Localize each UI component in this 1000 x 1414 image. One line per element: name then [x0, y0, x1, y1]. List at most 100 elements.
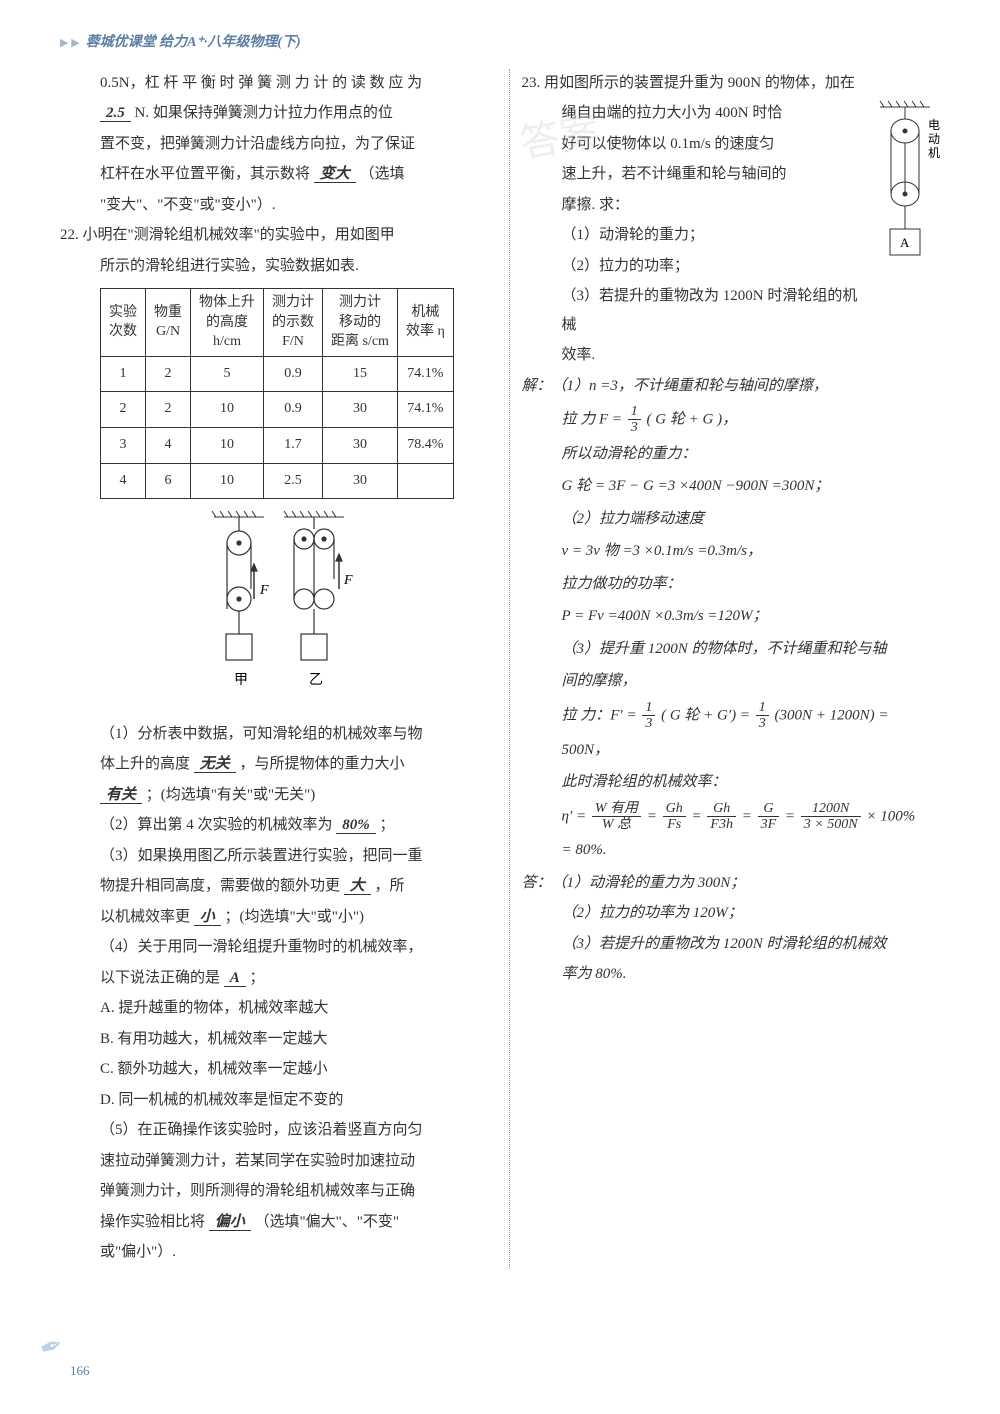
q22-p5-1: （5）在正确操作该实验时，应该沿着竖直方向匀 [100, 1116, 489, 1145]
ans-1: 答：（1）动滑轮的重力为 300N； [522, 869, 951, 898]
q21-block: 0.5N，杠 杆 平 衡 时 弹 簧 测 力 计 的 读 数 应 为 2.5 N… [60, 69, 489, 220]
q21-blank1: 2.5 [100, 105, 131, 122]
table-cell: 30 [323, 392, 398, 428]
table-row: 46102.530 [101, 463, 454, 499]
q22-b3: 80% [336, 817, 376, 834]
q22-b7: 偏小 [209, 1214, 251, 1231]
sol-s6: v = 3v 物 =3 ×0.1m/s =0.3m/s， [522, 537, 951, 566]
table-cell: 2 [146, 392, 191, 428]
q22-b2: 有关 [100, 787, 142, 804]
q22-b1: 无关 [194, 756, 236, 773]
q22-p4a: （4）关于用同一滑轮组提升重物时的机械效率， [100, 933, 489, 962]
label-yi: 乙 [309, 672, 323, 688]
fbd: Fs [663, 817, 686, 832]
sol-s13: η′ = W 有用W 总 = GhFs = GhF3h = G3F = 1200… [522, 801, 951, 833]
q22-block: 22. 小明在"测滑轮组机械效率"的实验中，用如图甲 所示的滑轮组进行实验，实验… [60, 221, 489, 1267]
s13p: × 100% [866, 808, 915, 824]
ans-3b: 率为 80%. [522, 960, 951, 989]
sol-s3: 所以动滑轮的重力： [522, 440, 951, 469]
sol-s9: （3）提升重 1200N 的物体时，不计绳重和轮与轴 [522, 635, 951, 664]
table-cell: 6 [146, 463, 191, 499]
header-title: 蓉城优课堂 给力A⁺·八年级物理(下) [86, 30, 301, 57]
table-cell: 5 [191, 356, 264, 392]
p2p: ； [380, 817, 395, 833]
ans-label: 答： [522, 875, 552, 891]
label-jia: 甲 [234, 673, 248, 688]
table-cell: 2.5 [264, 463, 323, 499]
table-cell: 10 [191, 463, 264, 499]
label-A: A [900, 235, 910, 250]
label-motor3: 机 [928, 146, 940, 160]
optA: A. 提升越重的物体，机械效率越大 [100, 994, 489, 1023]
fed: 3 × 500N [801, 817, 861, 832]
q22-i1: 小明在"测滑轮组机械效率"的实验中，用如图甲 [83, 227, 395, 243]
ans-2: （2）拉力的功率为 120W； [522, 899, 951, 928]
table-cell: 4 [101, 463, 146, 499]
q22-p1c: 有关 ；(均选填"有关"或"无关") [100, 781, 489, 810]
table-cell: 1 [101, 356, 146, 392]
fdd: 3F [758, 817, 780, 832]
page-number: 166 [70, 1359, 90, 1384]
fad: W 总 [592, 817, 641, 832]
a1: （1）动滑轮的重力为 300N； [552, 875, 746, 891]
eq1: = [647, 808, 657, 824]
eq2: = [692, 808, 702, 824]
f3n: 1 [756, 700, 769, 716]
label-motor: 电 [928, 118, 940, 132]
table-cell: 74.1% [397, 392, 453, 428]
fen: 1200N [801, 801, 861, 817]
q23-s3: （3）若提升的重物改为 1200N 时滑轮组的机械 [522, 282, 951, 339]
sol-s11: 500N， [522, 736, 951, 765]
q22-p3b: 物提升相同高度，需要做的额外功更 大 ，所 [100, 872, 489, 901]
fr-e: 1200N3 × 500N [801, 801, 861, 833]
p54pre: 操作实验相比将 [100, 1214, 205, 1230]
q21-line4: "变大"、"不变"或"变小"）. [100, 191, 489, 220]
q21-line2: 置不变，把弹簧测力计沿虚线方向拉，为了保证 [100, 130, 489, 159]
label-motor2: 动 [928, 132, 940, 146]
optC: C. 额外功越大，机械效率一定越小 [100, 1055, 489, 1084]
q22-b4: 大 [344, 878, 371, 895]
q22-b6: A [224, 970, 246, 987]
q22-p5-3: 弹簧测力计，则所测得的滑轮组机械效率与正确 [100, 1177, 489, 1206]
q22-p5-4: 操作实验相比将 偏小 （选填"偏大"、"不变" [100, 1208, 489, 1237]
q22-intro: 22. 小明在"测滑轮组机械效率"的实验中，用如图甲 [60, 221, 489, 250]
ans-3: （3）若提升的重物改为 1200N 时滑轮组的机械效 [522, 930, 951, 959]
f1d: 3 [628, 420, 641, 435]
fdn: G [758, 801, 780, 817]
th-2: 物体上升 的高度 h/cm [191, 289, 264, 357]
f2n: 1 [642, 700, 655, 716]
table-cell: 78.4% [397, 428, 453, 464]
q23-num: 23. [522, 75, 541, 91]
q22-p1b: 体上升的高度 无关 ，与所提物体的重力大小 [100, 750, 489, 779]
fr-d: G3F [758, 801, 780, 833]
th-0: 实验 次数 [101, 289, 146, 357]
solution-block: 解：（1）n =3，不计绳重和轮与轴间的摩擦， 拉 力 F = 13 ( G 轮… [522, 372, 951, 989]
q22-num: 22. [60, 227, 79, 243]
sol-label: 解： [522, 378, 552, 394]
pulley-svg: F 甲 [184, 509, 364, 699]
fr-b: GhFs [663, 801, 686, 833]
th-3: 测力计 的示数 F/N [264, 289, 323, 357]
eq4: = [785, 808, 795, 824]
p1m2: ，与所提物体的重力大小 [240, 756, 405, 772]
q22-p3a: （3）如果换用图乙所示装置进行实验，把同一重 [100, 842, 489, 871]
fcd: F3h [707, 817, 736, 832]
data-table: 实验 次数 物重 G/N 物体上升 的高度 h/cm 测力计 的示数 F/N 测… [100, 288, 454, 499]
q22-i2: 所示的滑轮组进行实验，实验数据如表. [60, 252, 489, 281]
pulley-diagram: F 甲 [60, 509, 489, 710]
q22-p4b: 以下说法正确的是 A ； [100, 964, 489, 993]
q22-p5-2: 速拉动弹簧测力计，若某同学在实验时加速拉动 [100, 1147, 489, 1176]
header-arrow: ▶ ▶ [60, 33, 80, 54]
q22-subs: （1）分析表中数据，可知滑轮组的机械效率与物 体上升的高度 无关 ，与所提物体的… [60, 720, 489, 1267]
p3m: 物提升相同高度，需要做的额外功更 [100, 878, 340, 894]
p3p: ；(均选填"大"或"小") [225, 909, 364, 925]
p1pre: （1）分析表中数据，可知滑轮组的机械效率与物 [100, 726, 423, 742]
frac2: 13 [642, 700, 655, 732]
s10p: (300N + 1200N) = [775, 707, 889, 723]
optD: D. 同一机械的机械效率是恒定不变的 [100, 1086, 489, 1115]
frac3: 13 [756, 700, 769, 732]
table-cell: 1.7 [264, 428, 323, 464]
q23-diagram: A 电 动 机 [870, 99, 950, 280]
q23i1: 用如图所示的装置提升重为 900N 的物体，加在 [544, 75, 855, 91]
th-4: 测力计 移动的 距离 s/cm [323, 289, 398, 357]
